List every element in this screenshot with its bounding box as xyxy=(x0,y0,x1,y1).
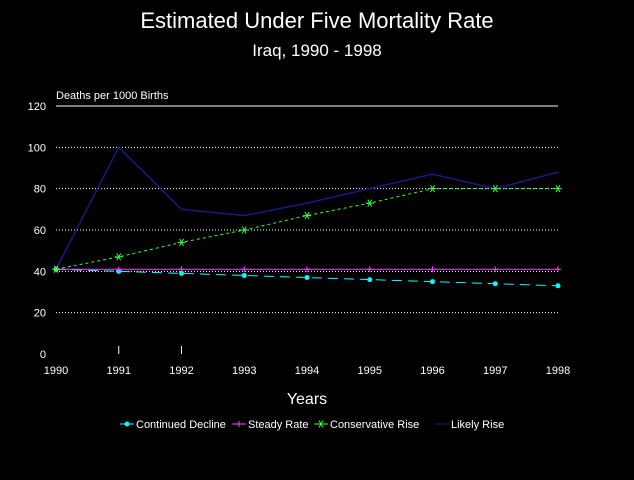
point-continued-decline-1996 xyxy=(430,279,435,284)
x-tick-1990: 1990 xyxy=(44,365,68,377)
y-tick-0: 0 xyxy=(40,349,46,361)
x-tick-labels: 1990 1991 1992 1993 1994 1995 1996 1997 1998 xyxy=(44,365,570,377)
y-tick-60: 60 xyxy=(34,225,46,237)
legend-item-steady-rate: Steady Rate xyxy=(232,419,309,431)
x-axis-label: Years xyxy=(287,391,327,408)
point-continued-decline-1994 xyxy=(305,275,310,280)
legend-item-conservative-rise: Conservative Rise xyxy=(314,419,419,431)
point-conservative-rise-1992 xyxy=(178,239,186,246)
y-tick-40: 40 xyxy=(34,266,46,278)
legend-item-continued-decline: Continued Decline xyxy=(120,419,226,431)
grid xyxy=(56,106,558,313)
point-conservative-rise-1995 xyxy=(366,200,374,207)
x-tick-1997: 1997 xyxy=(483,365,507,377)
chart-subtitle: Iraq, 1990 - 1998 xyxy=(252,41,381,60)
series-conservative-rise xyxy=(52,185,562,273)
x-tick-1993: 1993 xyxy=(232,365,256,377)
legend-marker-steady-rate xyxy=(236,421,242,427)
point-conservative-rise-1994 xyxy=(303,212,311,219)
series-group xyxy=(52,147,562,288)
point-steady-rate-1994 xyxy=(304,266,310,272)
y-tick-labels: 0 20 40 60 80 100 120 xyxy=(28,101,46,361)
y-tick-100: 100 xyxy=(28,142,46,154)
point-conservative-rise-1996 xyxy=(429,185,437,192)
x-tick-1995: 1995 xyxy=(358,365,382,377)
x-tick-1994: 1994 xyxy=(295,365,319,377)
point-steady-rate-1998 xyxy=(555,266,561,272)
legend: Continued Decline Steady Rate Conservative… xyxy=(120,419,504,431)
point-continued-decline-1993 xyxy=(242,273,247,278)
legend-label-steady-rate: Steady Rate xyxy=(248,419,309,431)
x-tick-1996: 1996 xyxy=(420,365,444,377)
series-likely-rise xyxy=(56,147,558,269)
legend-label-continued-decline: Continued Decline xyxy=(136,419,226,431)
point-continued-decline-1997 xyxy=(493,281,498,286)
legend-label-likely-rise: Likely Rise xyxy=(451,419,504,431)
legend-label-conservative-rise: Conservative Rise xyxy=(330,419,419,431)
legend-marker-conservative-rise xyxy=(317,421,325,428)
y-tick-20: 20 xyxy=(34,308,46,320)
axes xyxy=(119,346,182,354)
chart-title: Estimated Under Five Mortality Rate xyxy=(140,8,493,33)
point-conservative-rise-1997 xyxy=(491,185,499,192)
point-conservative-rise-1998 xyxy=(554,185,562,192)
point-continued-decline-1998 xyxy=(556,283,561,288)
chart: Estimated Under Five Mortality Rate Iraq… xyxy=(0,0,634,480)
y-tick-120: 120 xyxy=(28,101,46,113)
x-tick-1992: 1992 xyxy=(169,365,193,377)
line-conservative-rise xyxy=(56,189,558,270)
legend-item-likely-rise: Likely Rise xyxy=(435,419,504,431)
y-axis-unit-label: Deaths per 1000 Births xyxy=(56,90,169,102)
line-likely-rise xyxy=(56,147,558,269)
point-continued-decline-1995 xyxy=(367,277,372,282)
point-conservative-rise-1991 xyxy=(115,253,123,260)
x-tick-1998: 1998 xyxy=(546,365,570,377)
legend-marker-continued-decline xyxy=(125,422,130,427)
x-tick-1991: 1991 xyxy=(107,365,131,377)
y-tick-80: 80 xyxy=(34,184,46,196)
point-conservative-rise-1993 xyxy=(240,227,248,234)
